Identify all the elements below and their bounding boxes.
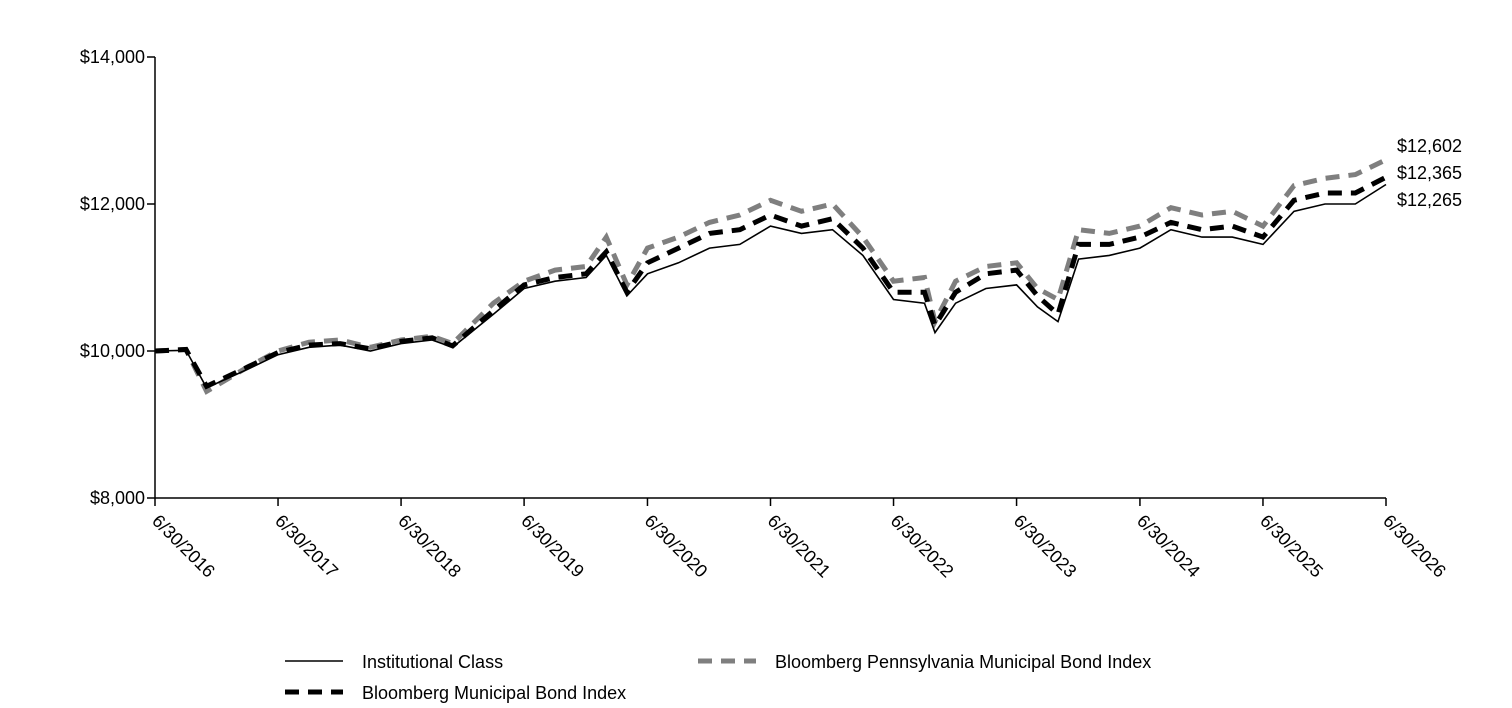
x-tick-label: 6/30/2024 — [1133, 511, 1204, 582]
x-ticks: 6/30/2016 6/30/2017 6/30/2018 6/30/2019 6/30… — [148, 498, 1450, 581]
x-tick-label: 6/30/2025 — [1256, 511, 1327, 582]
y-tick-label: $10,000 — [80, 341, 145, 361]
y-tick-label: $12,000 — [80, 194, 145, 214]
x-tick-label: 6/30/2018 — [394, 511, 465, 582]
y-ticks: $8,000 $10,000 $12,000 $14,000 — [80, 47, 155, 508]
series-line-bloomberg-municipal-bond-index — [154, 174, 1388, 390]
x-tick-label: 6/30/2026 — [1379, 511, 1450, 582]
legend-label: Bloomberg Municipal Bond Index — [362, 683, 626, 703]
x-tick-label: 6/30/2023 — [1010, 511, 1081, 582]
x-tick-label: 6/30/2017 — [271, 511, 342, 582]
legend: Institutional Class Bloomberg Municipal B… — [285, 652, 1151, 703]
y-tick-label: $14,000 — [80, 47, 145, 67]
end-value-label: $12,365 — [1397, 163, 1462, 183]
x-tick-label: 6/30/2021 — [764, 511, 835, 582]
x-tick-label: 6/30/2019 — [517, 511, 588, 582]
series-line-bloomberg-pennsylvania-municipal-bond-index — [154, 157, 1388, 395]
end-value-label: $12,265 — [1397, 190, 1462, 210]
legend-label: Institutional Class — [362, 652, 503, 672]
x-tick-label: 6/30/2016 — [148, 511, 219, 582]
axes — [154, 57, 1386, 499]
x-tick-label: 6/30/2022 — [887, 511, 958, 582]
series-lines — [154, 157, 1388, 395]
end-value-label: $12,602 — [1397, 136, 1462, 156]
series-line-institutional-class — [154, 183, 1387, 389]
y-tick-label: $8,000 — [90, 488, 145, 508]
x-tick-label: 6/30/2020 — [641, 511, 712, 582]
legend-label: Bloomberg Pennsylvania Municipal Bond In… — [775, 652, 1151, 672]
end-labels: $12,602 $12,365 $12,265 — [1397, 136, 1462, 210]
